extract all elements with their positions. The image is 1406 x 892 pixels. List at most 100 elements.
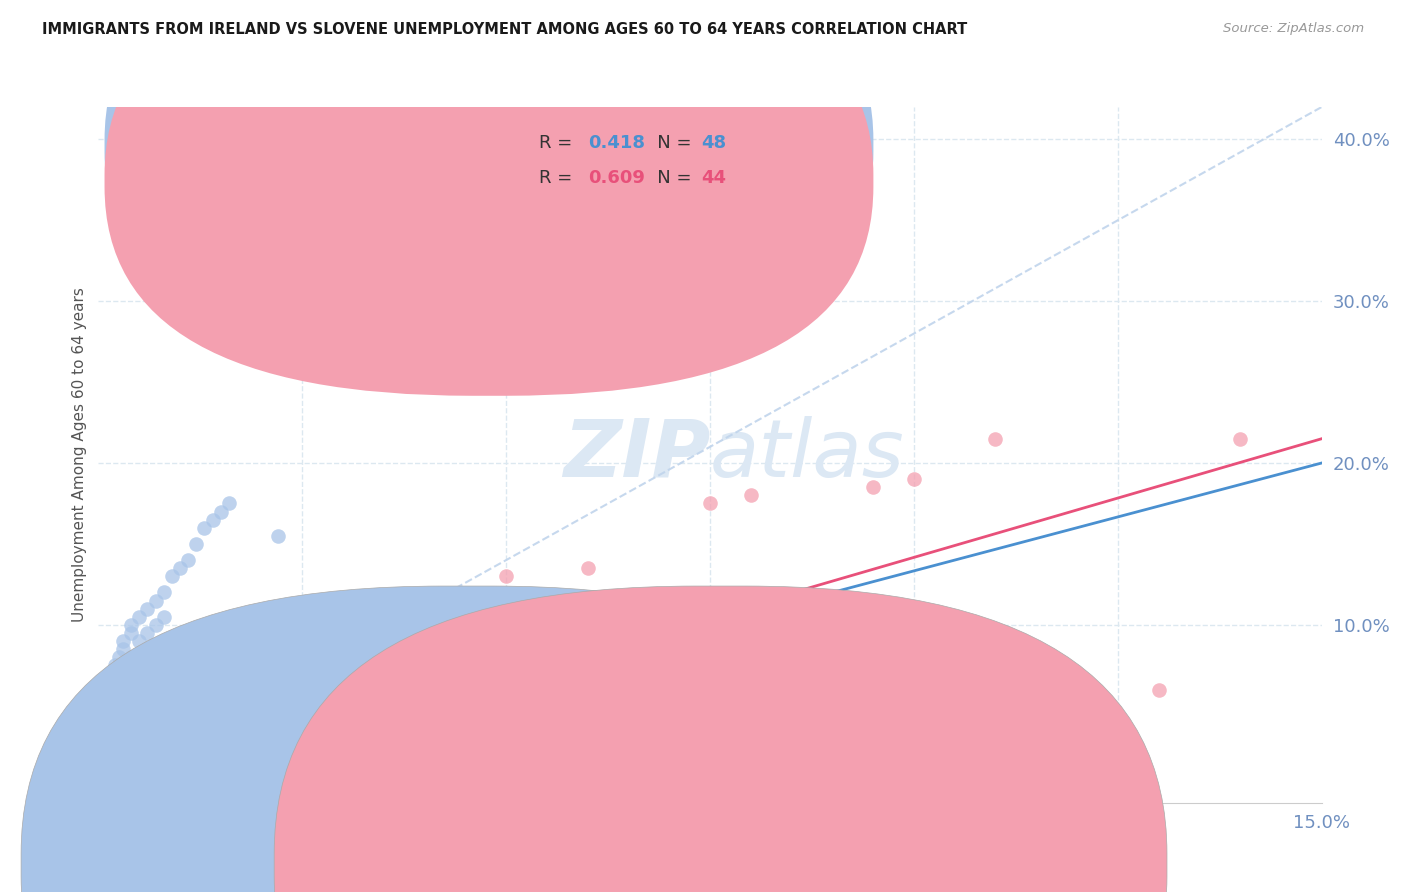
Point xyxy=(111,642,134,657)
Point xyxy=(145,690,167,705)
Point xyxy=(495,569,517,583)
Text: 48: 48 xyxy=(702,134,727,153)
Point xyxy=(136,601,159,615)
Point xyxy=(111,731,134,745)
Point xyxy=(120,650,142,665)
Point xyxy=(201,513,224,527)
Point xyxy=(136,706,159,721)
Point xyxy=(267,529,290,543)
Point xyxy=(699,496,721,510)
Point xyxy=(108,650,131,665)
Point xyxy=(209,674,232,689)
Point xyxy=(536,634,558,648)
Point xyxy=(1229,432,1251,446)
Text: 44: 44 xyxy=(702,169,727,187)
Point xyxy=(373,634,395,648)
Text: IMMIGRANTS FROM IRELAND VS SLOVENE UNEMPLOYMENT AMONG AGES 60 TO 64 YEARS CORREL: IMMIGRANTS FROM IRELAND VS SLOVENE UNEMP… xyxy=(42,22,967,37)
Text: R =: R = xyxy=(538,134,578,153)
Point xyxy=(152,698,174,713)
Text: atlas: atlas xyxy=(710,416,905,494)
Point xyxy=(186,674,208,689)
Point xyxy=(100,674,122,689)
Point xyxy=(152,585,174,599)
FancyBboxPatch shape xyxy=(104,0,873,361)
Point xyxy=(315,650,337,665)
FancyBboxPatch shape xyxy=(460,121,778,201)
Point xyxy=(120,723,142,737)
Point xyxy=(356,731,378,745)
Point xyxy=(169,682,191,697)
Point xyxy=(617,698,640,713)
Point xyxy=(267,674,290,689)
Point xyxy=(242,294,264,309)
Point xyxy=(250,269,273,284)
Point xyxy=(91,747,114,762)
Point xyxy=(984,432,1007,446)
Point xyxy=(96,698,118,713)
Point xyxy=(821,690,844,705)
Point xyxy=(128,714,150,729)
Point xyxy=(160,569,183,583)
Point xyxy=(233,682,256,697)
Point xyxy=(111,674,134,689)
Text: 0.418: 0.418 xyxy=(588,134,645,153)
Point xyxy=(96,739,118,754)
Text: N =: N = xyxy=(640,134,697,153)
Point xyxy=(274,343,297,357)
Text: ZIP: ZIP xyxy=(562,416,710,494)
Point xyxy=(96,682,118,697)
Point xyxy=(145,617,167,632)
Text: 0.609: 0.609 xyxy=(588,169,644,187)
Point xyxy=(218,496,240,510)
Point xyxy=(226,666,249,681)
Point xyxy=(315,634,337,648)
Point xyxy=(120,617,142,632)
Point xyxy=(120,626,142,640)
Point xyxy=(128,698,150,713)
Point xyxy=(128,634,150,648)
Point xyxy=(177,690,200,705)
Point xyxy=(91,723,114,737)
Point xyxy=(128,658,150,673)
Point xyxy=(104,731,127,745)
Point xyxy=(1147,682,1170,697)
Point xyxy=(104,723,127,737)
Point xyxy=(1025,706,1047,721)
Point xyxy=(104,658,127,673)
Point xyxy=(104,682,127,697)
Y-axis label: Unemployment Among Ages 60 to 64 years: Unemployment Among Ages 60 to 64 years xyxy=(72,287,87,623)
Point xyxy=(454,626,477,640)
Point xyxy=(128,609,150,624)
Point xyxy=(177,553,200,567)
Point xyxy=(862,480,884,494)
Point xyxy=(495,731,517,745)
Point xyxy=(250,666,273,681)
Text: Slovenes: Slovenes xyxy=(752,856,827,874)
Point xyxy=(160,690,183,705)
Point xyxy=(413,723,436,737)
Point xyxy=(291,642,314,657)
Point xyxy=(100,690,122,705)
Point xyxy=(740,488,762,502)
Point xyxy=(104,666,127,681)
Point xyxy=(658,714,681,729)
Point xyxy=(233,310,256,325)
Text: Source: ZipAtlas.com: Source: ZipAtlas.com xyxy=(1223,22,1364,36)
Point xyxy=(193,682,215,697)
Point xyxy=(152,609,174,624)
Point xyxy=(209,504,232,518)
Point xyxy=(111,666,134,681)
Point xyxy=(96,706,118,721)
Point xyxy=(1066,682,1088,697)
Point xyxy=(381,682,404,697)
Point xyxy=(413,626,436,640)
Point xyxy=(169,561,191,575)
FancyBboxPatch shape xyxy=(104,0,873,396)
Point xyxy=(226,326,249,341)
Point xyxy=(186,537,208,551)
Point xyxy=(454,674,477,689)
Point xyxy=(193,521,215,535)
Point xyxy=(576,561,599,575)
Text: Immigrants from Ireland: Immigrants from Ireland xyxy=(499,856,702,874)
Point xyxy=(111,634,134,648)
